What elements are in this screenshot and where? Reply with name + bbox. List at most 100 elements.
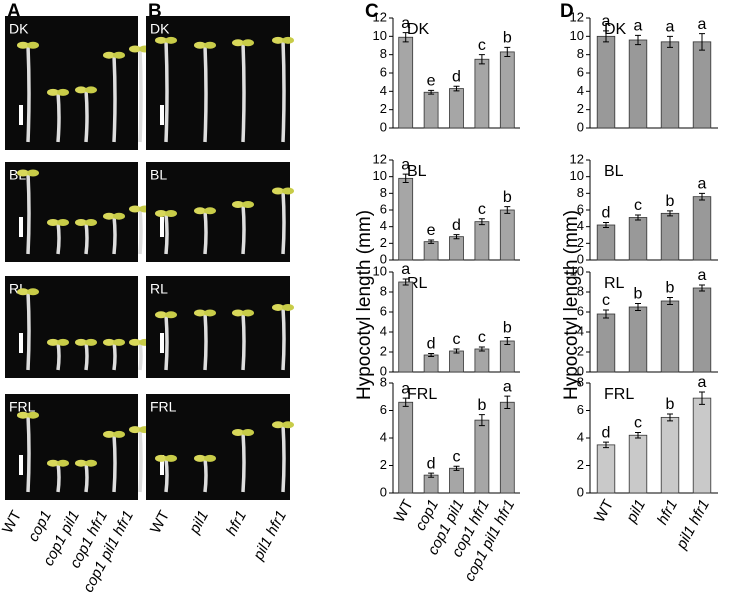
- bar: [449, 88, 464, 129]
- y-tick-label: 2: [380, 101, 387, 116]
- error-bar: [635, 432, 641, 439]
- bar: [449, 350, 464, 373]
- y-tick-label: 0: [577, 484, 584, 499]
- cotyledon: [232, 309, 244, 317]
- bar: [423, 474, 439, 494]
- cotyledon: [242, 201, 254, 208]
- seedling: [138, 342, 143, 371]
- y-tick-label: 6: [577, 402, 584, 417]
- cotyledon: [204, 309, 216, 317]
- y-tick-label: 2: [577, 101, 584, 116]
- bar: [596, 224, 616, 261]
- y-tick-label: 4: [577, 218, 584, 233]
- seedling: [26, 172, 31, 255]
- cotyledon: [282, 303, 294, 311]
- seedling: [138, 429, 143, 493]
- cotyledon: [155, 311, 167, 319]
- seedling: [164, 458, 169, 493]
- cotyledon: [57, 459, 69, 467]
- y-tick-label: 4: [380, 83, 387, 98]
- y-tick-label: 6: [380, 402, 387, 417]
- scale-bar: [19, 105, 23, 125]
- y-tick-label: 0: [380, 363, 387, 378]
- cotyledon: [85, 219, 97, 226]
- cotyledon: [272, 303, 284, 311]
- chart-label: RL: [604, 275, 625, 292]
- y-tick-label: 6: [380, 303, 387, 318]
- cotyledon: [27, 41, 39, 49]
- significance-letter: b: [666, 193, 675, 210]
- y-tick-label: 8: [380, 283, 387, 298]
- y-tick-label: 8: [380, 185, 387, 200]
- x-tick-label: hfr1: [654, 497, 681, 528]
- cotyledon: [103, 212, 115, 220]
- significance-letter: b: [634, 286, 643, 303]
- condition-label: RL: [150, 281, 168, 297]
- bar: [692, 397, 712, 494]
- genotype-label: pil1: [186, 508, 212, 537]
- y-tick-label: 10: [373, 263, 387, 278]
- significance-letter: c: [453, 448, 461, 465]
- cotyledon: [27, 288, 39, 296]
- seedling: [203, 458, 208, 493]
- cotyledon: [57, 88, 69, 96]
- y-tick-label: 10: [570, 28, 584, 43]
- error-bar: [428, 472, 435, 478]
- cotyledon: [204, 454, 216, 462]
- cotyledon: [57, 338, 69, 346]
- significance-letter: c: [602, 292, 610, 309]
- scale-bar: [160, 455, 164, 475]
- cotyledon: [194, 41, 206, 49]
- bar: [499, 51, 515, 129]
- significance-letter: a: [503, 378, 512, 395]
- significance-letter: a: [401, 380, 410, 397]
- significance-letter: c: [478, 201, 486, 218]
- bar: [499, 209, 515, 261]
- cotyledon: [282, 187, 294, 195]
- y-tick-label: 4: [577, 83, 584, 98]
- condition-label: FRL: [9, 399, 36, 415]
- significance-letter: a: [401, 15, 410, 32]
- bar: [660, 416, 680, 494]
- error-bar: [504, 46, 511, 57]
- cotyledon: [282, 36, 294, 44]
- seedling: [281, 307, 286, 371]
- cotyledon: [232, 39, 244, 47]
- scale-bar: [19, 333, 23, 353]
- cotyledon: [75, 219, 87, 226]
- cotyledon: [75, 459, 87, 467]
- significance-letter: a: [698, 176, 707, 193]
- seedling: [112, 342, 117, 371]
- seedling: [84, 342, 89, 371]
- y-tick-label: 10: [373, 168, 387, 183]
- bar: [398, 36, 414, 129]
- error-bar: [667, 413, 673, 422]
- significance-letter: a: [698, 267, 707, 284]
- error-bar: [603, 222, 609, 228]
- cotyledon: [129, 45, 141, 53]
- cotyledon: [75, 338, 87, 346]
- y-tick-label: 0: [577, 363, 584, 378]
- cotyledon: [204, 207, 216, 215]
- bar: [474, 58, 490, 129]
- seedling: [138, 48, 143, 143]
- significance-letter: d: [452, 69, 461, 86]
- error-bar: [667, 297, 673, 305]
- error-bar: [667, 35, 673, 48]
- significance-letter: b: [503, 320, 512, 337]
- y-tick-label: 8: [380, 46, 387, 61]
- seedling: [203, 312, 208, 371]
- cotyledon: [194, 309, 206, 317]
- y-tick-label: 4: [577, 323, 584, 338]
- panel-label: C: [365, 1, 379, 22]
- bar: [499, 401, 515, 494]
- chart-label: FRL: [407, 386, 437, 403]
- seedling: [56, 92, 61, 143]
- bar: [499, 340, 515, 373]
- cotyledon: [194, 207, 206, 215]
- error-bar: [504, 337, 511, 345]
- significance-letter: d: [602, 205, 611, 222]
- cotyledon: [75, 86, 87, 94]
- significance-letter: b: [503, 30, 512, 47]
- panel-label: D: [560, 1, 574, 22]
